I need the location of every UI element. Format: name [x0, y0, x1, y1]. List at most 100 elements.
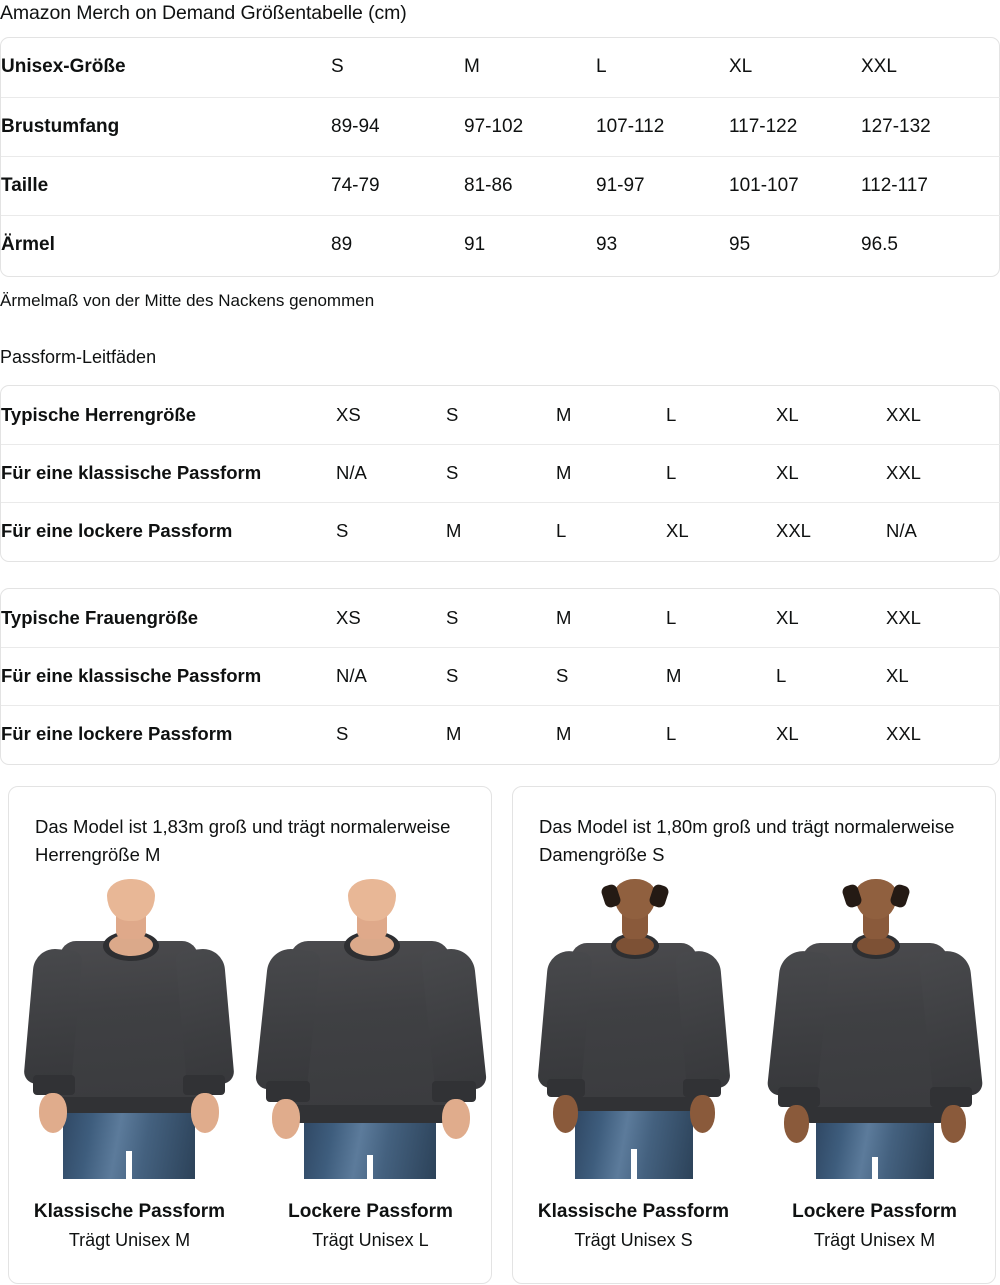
men-row-label-classic: Für eine klassische Passform — [1, 443, 336, 502]
cell-sleeve-s: 89 — [331, 214, 464, 274]
men-fit-col-xs: XS — [336, 403, 361, 425]
row-label-sleeve: Ärmel — [1, 214, 331, 274]
row-label-chest: Brustumfang — [1, 96, 331, 156]
female-model-relaxed-fit — [754, 879, 995, 1179]
women-relaxed-s: M — [446, 704, 556, 763]
table-row: Für eine klassische Passform N/A S M L X… — [1, 443, 1000, 502]
women-fit-col-l: L — [666, 606, 677, 628]
women-relaxed-xs: S — [336, 704, 446, 763]
table-row: Brustumfang 89-94 97-102 107-112 117-122… — [1, 96, 1000, 156]
men-classic-xs: N/A — [336, 443, 446, 502]
mens-relaxed-fit-label: Lockere Passform — [288, 1201, 453, 1222]
female-model-classic-fit — [513, 879, 754, 1179]
women-classic-xxl: XL — [886, 646, 1000, 705]
male-model-relaxed-fit — [250, 879, 491, 1179]
womens-labels-row: Klassische Passform Trägt Unisex S Locke… — [513, 1199, 995, 1255]
womens-classic-wears-label: Trägt Unisex S — [574, 1230, 693, 1250]
women-fit-col-xl: XL — [776, 606, 799, 628]
men-relaxed-xs: S — [336, 501, 446, 560]
women-row-label-classic: Für eine klassische Passform — [1, 646, 336, 705]
women-row-label-relaxed: Für eine lockere Passform — [1, 704, 336, 763]
men-fit-header-label: Typische Herrengröße — [1, 403, 196, 425]
womens-model-caption: Das Model ist 1,80m groß und trägt norma… — [539, 816, 955, 865]
women-classic-s: S — [446, 646, 556, 705]
table-row: Ärmel 89 91 93 95 96.5 — [1, 214, 1000, 274]
mens-classic-wears-label: Trägt Unisex M — [68, 1230, 191, 1250]
womens-label-relaxed: Lockere Passform Trägt Unisex M — [754, 1199, 995, 1255]
men-fit-col-l: L — [666, 403, 677, 425]
size-table-col-xl: XL — [729, 56, 753, 78]
women-relaxed-l: L — [666, 704, 776, 763]
mens-relaxed-wears-label: Trägt Unisex L — [312, 1230, 429, 1250]
cell-waist-l: 91-97 — [596, 155, 729, 215]
men-classic-s: S — [446, 443, 556, 502]
size-table-header-label: Unisex-Größe — [1, 56, 126, 78]
women-relaxed-xxl: XXL — [886, 704, 1000, 763]
men-classic-m: M — [556, 443, 666, 502]
women-fit-col-m: M — [556, 606, 572, 628]
mens-model-panel: Das Model ist 1,83m groß und trägt norma… — [8, 786, 492, 1284]
men-classic-xl: XL — [776, 443, 886, 502]
men-row-label-relaxed: Für eine lockere Passform — [1, 501, 336, 560]
size-table-col-xxl: XXL — [861, 56, 897, 78]
men-fit-col-xxl: XXL — [886, 403, 921, 425]
mens-figure-row — [9, 879, 491, 1179]
table-row: Für eine lockere Passform S M M L XL XXL — [1, 704, 1000, 763]
women-classic-l: M — [666, 646, 776, 705]
womens-classic-fit-label: Klassische Passform — [537, 1201, 730, 1222]
men-fit-col-m: M — [556, 403, 572, 425]
women-fit-col-s: S — [446, 606, 459, 628]
table-row-header: Typische Frauengröße XS S M L XL XXL — [1, 589, 1000, 647]
fit-guides-heading: Passform-Leitfäden — [0, 347, 157, 367]
men-relaxed-m: L — [556, 501, 666, 560]
men-relaxed-s: M — [446, 501, 556, 560]
cell-waist-m: 81-86 — [464, 155, 596, 215]
women-fit-col-xxl: XXL — [886, 606, 921, 628]
men-classic-xxl: XXL — [886, 443, 1000, 502]
sleeve-measurement-note: Ärmelmaß von der Mitte des Nackens genom… — [0, 291, 375, 310]
womens-model-panel: Das Model ist 1,80m groß und trägt norma… — [512, 786, 996, 1284]
women-fit-header-label: Typische Frauengröße — [1, 606, 199, 628]
table-row-header: Typische Herrengröße XS S M L XL XXL — [1, 386, 1000, 444]
cell-waist-s: 74-79 — [331, 155, 464, 215]
womens-fit-guide-table: Typische Frauengröße XS S M L XL XXL Für… — [0, 588, 1000, 765]
size-table-col-m: M — [464, 56, 480, 78]
women-relaxed-xl: XL — [776, 704, 886, 763]
men-fit-col-xl: XL — [776, 403, 799, 425]
cell-waist-xl: 101-107 — [729, 155, 861, 215]
table-row: Für eine klassische Passform N/A S S M L… — [1, 646, 1000, 705]
cell-waist-xxl: 112-117 — [861, 155, 1000, 215]
male-model-classic-fit — [9, 879, 250, 1179]
table-row-header: Unisex-Größe S M L XL XXL — [1, 38, 1000, 97]
men-fit-col-s: S — [446, 403, 459, 425]
mens-fit-guide-table: Typische Herrengröße XS S M L XL XXL Für… — [0, 385, 1000, 562]
women-fit-col-xs: XS — [336, 606, 361, 628]
men-relaxed-l: XL — [666, 501, 776, 560]
womens-label-classic: Klassische Passform Trägt Unisex S — [513, 1199, 754, 1255]
cell-sleeve-l: 93 — [596, 214, 729, 274]
mens-model-caption: Das Model ist 1,83m groß und trägt norma… — [35, 816, 451, 865]
size-table-col-l: L — [596, 56, 607, 78]
cell-chest-l: 107-112 — [596, 96, 729, 156]
cell-sleeve-xxl: 96.5 — [861, 214, 1000, 274]
page-title: Amazon Merch on Demand Größentabelle (cm… — [0, 2, 407, 24]
womens-relaxed-wears-label: Trägt Unisex M — [813, 1230, 936, 1250]
unisex-size-table: Unisex-Größe S M L XL XXL Brustumfang 89… — [0, 37, 1000, 277]
table-row: Für eine lockere Passform S M L XL XXL N… — [1, 501, 1000, 560]
womens-figure-row — [513, 879, 995, 1179]
mens-label-relaxed: Lockere Passform Trägt Unisex L — [250, 1199, 491, 1255]
men-relaxed-xl: XXL — [776, 501, 886, 560]
cell-chest-s: 89-94 — [331, 96, 464, 156]
mens-labels-row: Klassische Passform Trägt Unisex M Locke… — [9, 1199, 491, 1255]
size-table-col-s: S — [331, 56, 344, 78]
womens-relaxed-fit-label: Lockere Passform — [792, 1201, 957, 1222]
row-label-waist: Taille — [1, 155, 331, 215]
women-relaxed-m: M — [556, 704, 666, 763]
women-classic-xs: N/A — [336, 646, 446, 705]
cell-chest-xxl: 127-132 — [861, 96, 1000, 156]
men-classic-l: L — [666, 443, 776, 502]
mens-label-classic: Klassische Passform Trägt Unisex M — [9, 1199, 250, 1255]
women-classic-m: S — [556, 646, 666, 705]
cell-chest-xl: 117-122 — [729, 96, 861, 156]
